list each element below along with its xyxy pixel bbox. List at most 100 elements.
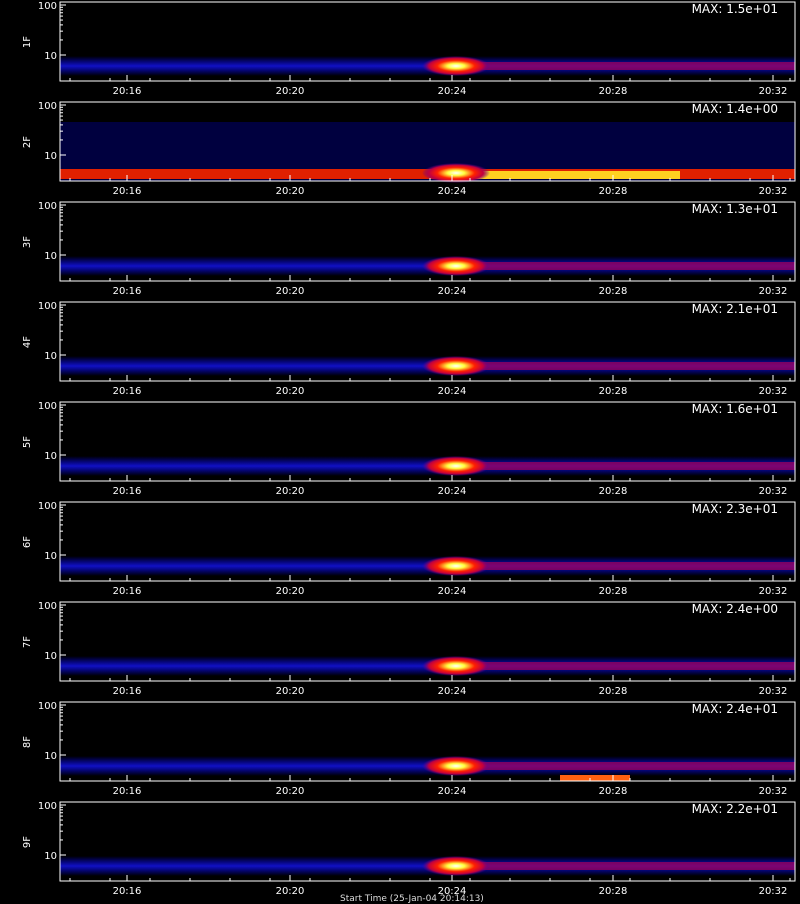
x-tick-label: 20:24 — [438, 686, 467, 697]
max-value-label: MAX: 1.3e+01 — [692, 202, 778, 216]
x-tick-label: 20:24 — [438, 386, 467, 397]
y-tick-label: 10 — [44, 51, 57, 62]
max-value-label: MAX: 2.4e+00 — [692, 602, 778, 616]
x-tick-label: 20:24 — [438, 286, 467, 297]
spectrogram-panel-9f: 100 10 20:16 20:20 20:24 20:28 20:32 9F MAX: 2.2… — [0, 800, 800, 900]
y-tick-label: 100 — [38, 201, 57, 212]
spectrogram-svg: 100 10 20:16 20:20 20:24 20:28 20:32 8F MAX: 2.4… — [22, 701, 796, 797]
x-tick-label: 20:20 — [276, 86, 305, 97]
y-tick-label: 10 — [44, 551, 57, 562]
x-tick-label: 20:32 — [759, 886, 788, 897]
spectrogram-svg: 100 10 20:16 20:20 20:24 20:28 20:32 4F MAX: 2.1… — [22, 301, 796, 397]
spectrogram-svg: 100 10 20:16 20:20 20:24 20:28 20:32 6F MAX: 2.3… — [22, 501, 796, 597]
x-tick-label: 20:28 — [599, 586, 628, 597]
emission-tail — [470, 662, 795, 670]
x-axis-title: Start Time (25-Jan-04 20:14:13) — [340, 894, 484, 904]
x-tick-label: 20:28 — [599, 186, 628, 197]
plot-frame — [59, 201, 796, 282]
y-tick-label: 10 — [44, 851, 57, 862]
y-tick-label: 10 — [44, 251, 57, 262]
spectrogram-panel-3f: 100 10 20:16 20:20 20:24 20:28 20:32 3F MAX: 1.3… — [0, 200, 800, 300]
x-tick-label: 20:24 — [438, 86, 467, 97]
spectrogram-panel-7f: 100 10 20:16 20:20 20:24 20:28 20:32 7F MAX: 2.4… — [0, 600, 800, 700]
x-tick-label: 20:32 — [759, 786, 788, 797]
emission-tail — [470, 262, 795, 270]
x-tick-label: 20:16 — [113, 486, 142, 497]
x-tick-label: 20:24 — [438, 886, 467, 897]
spectrogram-panel-1f: 100 10 20:16 20:20 20:24 20:28 20:32 1F MAX: 1.5… — [0, 0, 800, 100]
plot-frame — [59, 701, 796, 782]
plot-frame — [59, 401, 796, 482]
emission-tail — [470, 762, 795, 770]
panel-label: 9F — [22, 836, 33, 848]
x-tick-label: 20:28 — [599, 486, 628, 497]
x-tick-label: 20:20 — [276, 886, 305, 897]
x-tick-label: 20:24 — [438, 586, 467, 597]
x-tick-label: 20:20 — [276, 286, 305, 297]
plot-frame — [59, 601, 796, 682]
x-tick-label: 20:32 — [759, 586, 788, 597]
emission-tail — [470, 362, 795, 370]
y-tick-label: 100 — [38, 101, 57, 112]
plot-frame — [59, 801, 796, 882]
spectrogram-svg: 100 10 20:16 20:20 20:24 20:28 20:32 5F MAX: 1.6… — [22, 401, 796, 497]
spectrogram-panel-8f: 100 10 20:16 20:20 20:24 20:28 20:32 8F MAX: 2.4… — [0, 700, 800, 800]
max-value-label: MAX: 1.4e+00 — [692, 102, 778, 116]
burst-spot — [422, 163, 490, 183]
y-tick-label: 10 — [44, 651, 57, 662]
y-tick-label: 10 — [44, 751, 57, 762]
x-tick-label: 20:32 — [759, 86, 788, 97]
x-tick-label: 20:28 — [599, 286, 628, 297]
max-value-label: MAX: 2.3e+01 — [692, 502, 778, 516]
hot-strip — [460, 171, 680, 179]
spectrogram-panel-5f: 100 10 20:16 20:20 20:24 20:28 20:32 5F MAX: 1.6… — [0, 400, 800, 500]
x-tick-label: 20:20 — [276, 586, 305, 597]
max-value-label: MAX: 2.4e+01 — [692, 702, 778, 716]
burst-spot — [422, 556, 490, 576]
spectrogram-panel-6f: 100 10 20:16 20:20 20:24 20:28 20:32 6F MAX: 2.3… — [0, 500, 800, 600]
y-tick-label: 100 — [38, 301, 57, 312]
x-tick-label: 20:20 — [276, 386, 305, 397]
y-tick-label: 100 — [38, 601, 57, 612]
y-tick-label: 10 — [44, 351, 57, 362]
spectrogram-panel-2f: 100 10 20:16 20:20 20:24 20:28 20:32 2F MAX: 1.4… — [0, 100, 800, 200]
y-tick-label: 100 — [38, 1, 57, 12]
x-tick-label: 20:32 — [759, 686, 788, 697]
y-tick-label: 10 — [44, 151, 57, 162]
x-tick-label: 20:28 — [599, 686, 628, 697]
panel-label: 4F — [22, 336, 33, 348]
spectrogram-svg: 100 10 20:16 20:20 20:24 20:28 20:32 9F MAX: 2.2… — [22, 801, 796, 897]
x-tick-label: 20:20 — [276, 786, 305, 797]
y-tick-label: 10 — [44, 451, 57, 462]
spectrogram-svg: 100 10 20:16 20:20 20:24 20:28 20:32 1F MAX: 1.5… — [22, 1, 796, 97]
y-tick-label: 100 — [38, 401, 57, 412]
panel-label: 1F — [22, 36, 33, 48]
x-tick-label: 20:20 — [276, 486, 305, 497]
x-tick-label: 20:16 — [113, 886, 142, 897]
x-tick-label: 20:24 — [438, 186, 467, 197]
spectrogram-svg: 100 10 20:16 20:20 20:24 20:28 20:32 2F MAX: 1.4… — [22, 101, 796, 197]
panel-label: 6F — [22, 536, 33, 548]
max-value-label: MAX: 2.2e+01 — [692, 802, 778, 816]
x-tick-label: 20:32 — [759, 486, 788, 497]
emission-tail — [470, 562, 795, 570]
panel-label: 8F — [22, 736, 33, 748]
x-tick-label: 20:24 — [438, 786, 467, 797]
plot-frame — [59, 101, 796, 182]
panel-label: 2F — [22, 136, 33, 148]
burst-spot — [422, 856, 490, 876]
x-tick-label: 20:24 — [438, 486, 467, 497]
plot-frame — [59, 301, 796, 382]
max-value-label: MAX: 1.6e+01 — [692, 402, 778, 416]
burst-spot — [422, 756, 490, 776]
plot-frame — [59, 501, 796, 582]
y-tick-label: 100 — [38, 801, 57, 812]
x-tick-label: 20:32 — [759, 386, 788, 397]
y-tick-label: 100 — [38, 701, 57, 712]
emission-tail — [470, 462, 795, 470]
x-tick-label: 20:28 — [599, 786, 628, 797]
plot-frame — [59, 1, 796, 82]
x-tick-label: 20:16 — [113, 386, 142, 397]
x-tick-label: 20:16 — [113, 586, 142, 597]
